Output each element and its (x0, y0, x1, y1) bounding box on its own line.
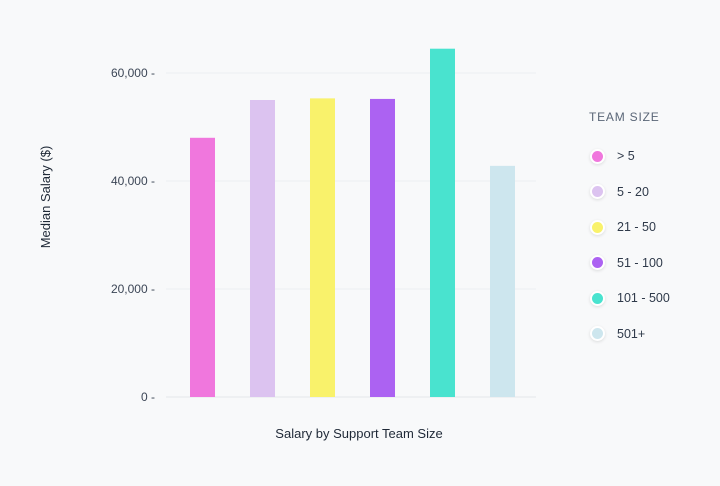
legend-item[interactable]: 101 - 500 (589, 288, 709, 308)
y-axis-title: Median Salary ($) (38, 146, 53, 249)
bar[interactable] (430, 48, 455, 397)
legend-label: 101 - 500 (617, 291, 670, 306)
legend-item[interactable]: 51 - 100 (589, 253, 709, 273)
legend-swatch (592, 328, 603, 340)
legend-item[interactable]: 501+ (589, 324, 709, 344)
grid-lines (166, 72, 536, 398)
legend-label: > 5 (617, 149, 635, 163)
legend-swatch (592, 186, 603, 198)
legend-item[interactable]: 5 - 20 (589, 182, 709, 202)
legend-title: TEAM SIZE (589, 110, 660, 124)
legend-swatch (592, 292, 603, 304)
bar[interactable] (490, 165, 515, 397)
bar[interactable] (310, 98, 335, 397)
legend-label: 21 - 50 (617, 220, 656, 235)
legend-item[interactable]: 21 - 50 (589, 217, 709, 237)
legend: TEAM SIZE > 5 5 - 20 21 - 50 51 - 100 101 - … (589, 110, 709, 360)
y-tick-label: 60,000 - (111, 66, 155, 80)
legend-items: > 5 5 - 20 21 - 50 51 - 100 101 - 500 501+ (589, 146, 709, 344)
bar[interactable] (190, 137, 215, 398)
bar[interactable] (370, 98, 395, 398)
x-axis-title: Salary by Support Team Size (275, 426, 442, 441)
y-tick-label: 40,000 - (111, 174, 155, 188)
legend-swatch (592, 150, 603, 162)
y-tick-label: 0 - (141, 390, 155, 404)
legend-label: 501+ (617, 326, 646, 341)
legend-label: 5 - 20 (617, 184, 649, 199)
y-axis-ticks: 0 - 20,000 - 40,000 - 60,000 - (111, 66, 155, 404)
legend-swatch (592, 221, 603, 233)
legend-label: 51 - 100 (617, 255, 663, 270)
legend-item[interactable]: > 5 (589, 146, 709, 166)
bar[interactable] (250, 100, 275, 397)
legend-swatch (592, 257, 603, 269)
y-tick-label: 20,000 - (111, 282, 155, 296)
bars (190, 48, 515, 398)
